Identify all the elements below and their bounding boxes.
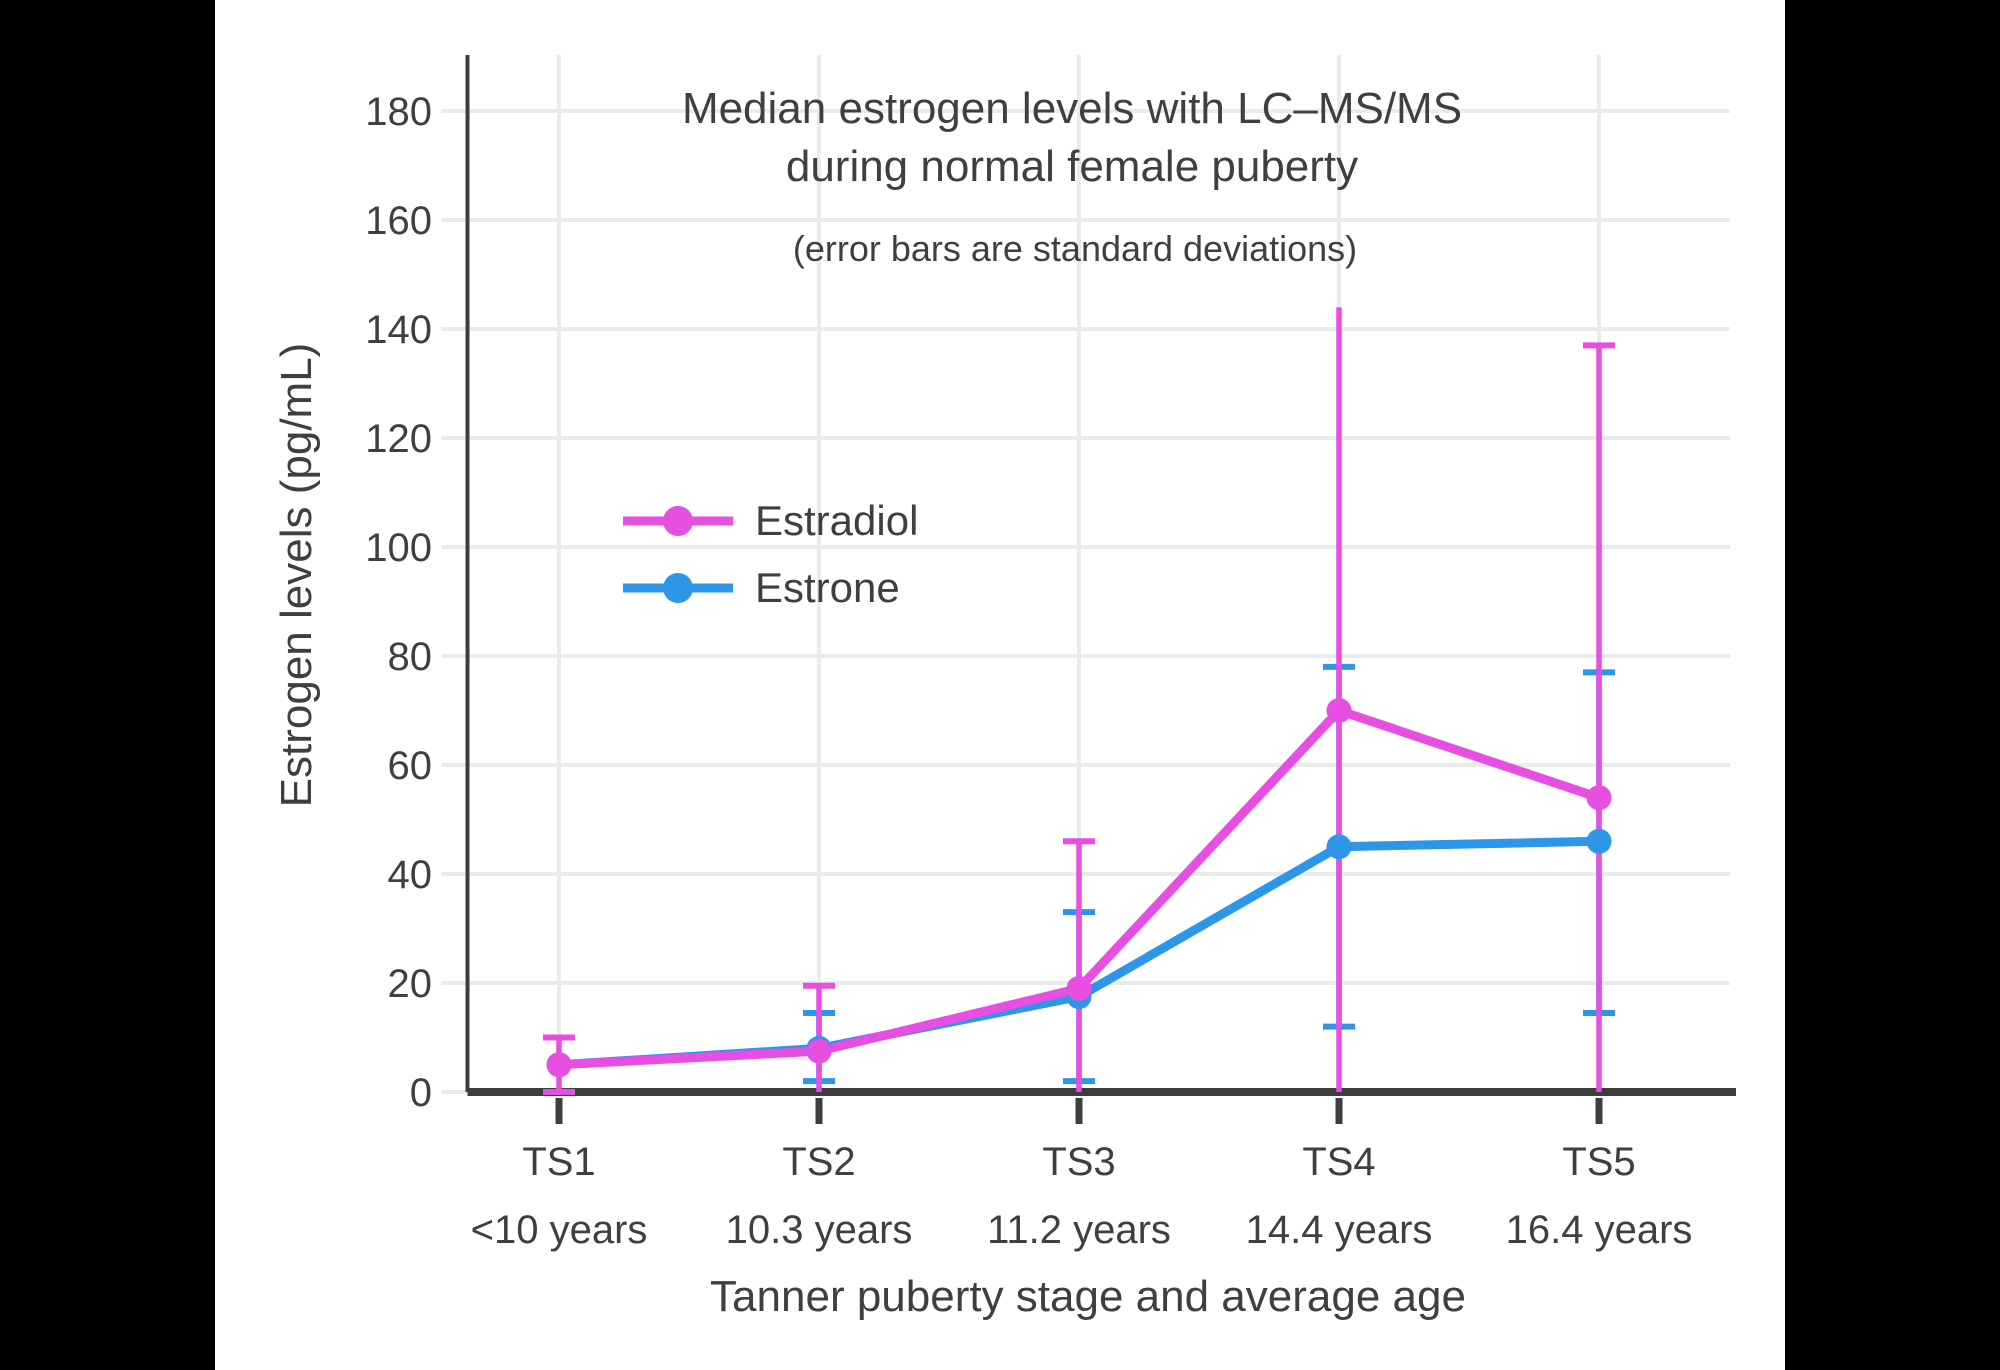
data-point-estradiol-ts1[interactable] [546,1052,572,1078]
y-tick-label-180: 180 [365,90,432,134]
chart-title-line1: Median estrogen levels with LC–MS/MS [681,84,1463,133]
data-point-estradiol-ts2[interactable] [806,1038,832,1064]
x-age-label-ts3: 11.2 years [987,1208,1171,1252]
y-tick-label-80: 80 [388,635,433,679]
markers-estradiol [546,698,1612,1078]
chart-background-panel [215,0,1785,1370]
x-tick-label-ts4: TS4 [1302,1140,1375,1184]
x-tick-label-ts3: TS3 [1042,1140,1115,1184]
chart-subtitle: (error bars are standard deviations) [792,228,1358,269]
legend-label-estrone: Estrone [755,564,900,611]
x-age-label-ts4: 14.4 years [1246,1208,1433,1252]
legend-label-estradiol: Estradiol [755,497,919,544]
y-tick-label-140: 140 [365,308,432,352]
gridlines [441,55,1730,1094]
x-age-label-ts1: <10 years [471,1208,648,1252]
data-point-estrone-ts5[interactable] [1586,828,1612,854]
x-tick-label-ts5: TS5 [1562,1140,1635,1184]
data-point-estrone-ts4[interactable] [1326,834,1352,860]
legend-item-estradiol[interactable]: Estradiol [623,497,919,544]
y-axis-title: Estrogen levels (pg/mL) [272,342,321,808]
y-tick-label-100: 100 [365,526,432,570]
legend-item-estrone[interactable]: Estrone [623,564,900,611]
legend-swatch-estrone [623,573,733,603]
axes-lines [465,55,1736,1124]
tick-labels: 0 20 40 60 80 100 120 140 160 180 TS1 <10 years TS2 1… [365,90,1692,1252]
x-tick-label-ts1: TS1 [522,1140,595,1184]
y-tick-label-120: 120 [365,417,432,461]
x-age-label-ts2: 10.3 years [726,1208,913,1252]
data-point-estradiol-ts5[interactable] [1586,785,1612,811]
y-tick-label-0: 0 [410,1071,432,1115]
legend-swatch-estradiol [623,506,733,536]
y-tick-label-40: 40 [388,853,433,897]
y-tick-label-60: 60 [388,744,433,788]
x-age-label-ts5: 16.4 years [1506,1208,1693,1252]
chart-title-line2: during normal female puberty [785,142,1359,191]
y-tick-label-160: 160 [365,199,432,243]
x-axis-title: Tanner puberty stage and average age [710,1272,1466,1321]
x-tick-label-ts2: TS2 [782,1140,855,1184]
y-tick-label-20: 20 [388,962,433,1006]
data-point-estradiol-ts3[interactable] [1066,975,1092,1001]
data-point-estradiol-ts4[interactable] [1326,698,1352,723]
